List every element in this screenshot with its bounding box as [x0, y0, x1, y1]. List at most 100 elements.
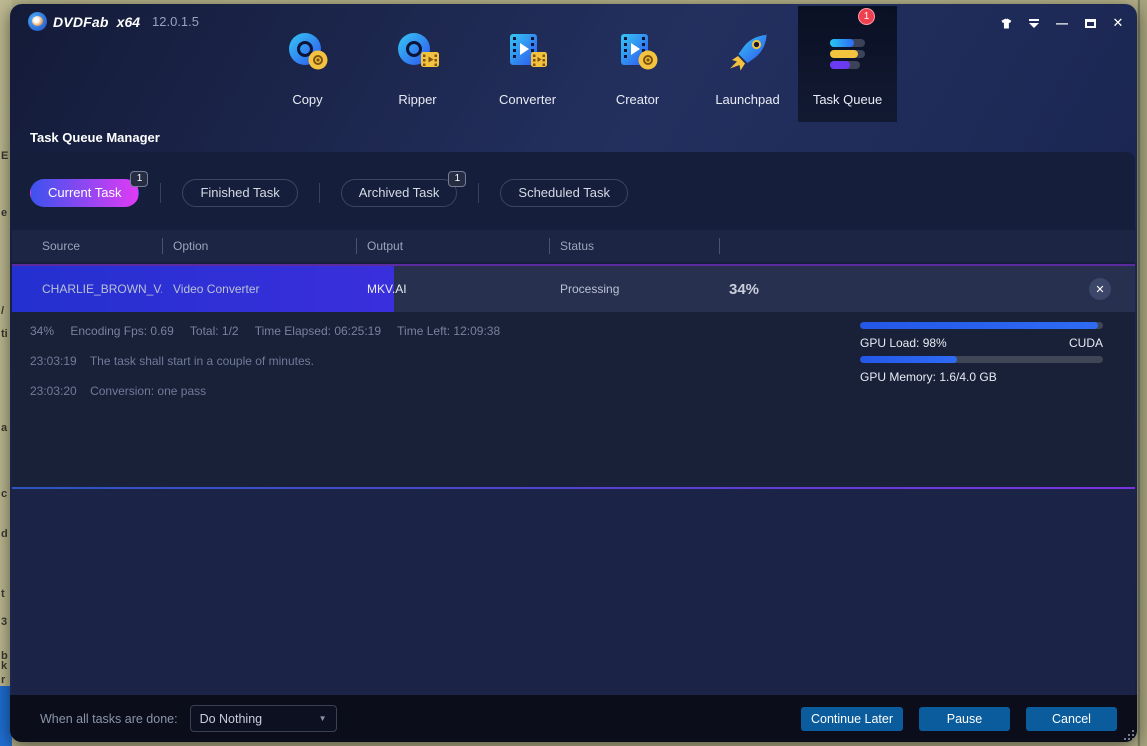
close-icon[interactable]: ✕ — [1112, 15, 1124, 30]
nav-item-task-queue[interactable]: 1 Task Queue — [798, 6, 897, 122]
desktop-fragment: k — [1, 660, 8, 672]
gpu-load-fill — [860, 322, 1099, 329]
desktop-fragment: c — [1, 488, 8, 500]
nav-label: Copy — [292, 92, 323, 107]
tab-count-badge: 1 — [130, 171, 149, 187]
desktop-fragment: r — [1, 674, 6, 686]
log-time: 23:03:19 — [30, 354, 77, 368]
section-divider — [12, 487, 1135, 489]
when-done-dropdown[interactable]: Do Nothing ▼ — [189, 705, 337, 732]
cell-status: Processing — [560, 282, 620, 296]
gpu-memory-fill — [860, 356, 958, 363]
module-nav: Copy Ripper — [10, 4, 1137, 122]
encoding-stats: 34% Encoding Fps: 0.69 Total: 1/2 Time E… — [30, 324, 513, 338]
tab-scheduled-task[interactable]: Scheduled Task — [500, 179, 628, 207]
row-progress-fill — [12, 266, 394, 312]
log-line: 23:03:20 Conversion: one pass — [30, 384, 206, 398]
cell-progress: 34% ✕ — [719, 278, 1135, 300]
log-time: 23:03:20 — [30, 384, 77, 398]
maximize-icon[interactable] — [1083, 16, 1097, 30]
footer-bar: When all tasks are done: Do Nothing ▼ Co… — [10, 695, 1137, 742]
tab-label: Scheduled Task — [518, 185, 610, 200]
tab-current-task[interactable]: Current Task 1 — [30, 171, 149, 207]
when-done-label: When all tasks are done: — [40, 711, 178, 726]
menu-icon[interactable] — [1027, 16, 1041, 30]
table-row[interactable]: CHARLIE_BROWN_V... Video Converter MKV.A… — [12, 264, 1135, 312]
chevron-down-icon: ▼ — [318, 714, 327, 723]
stat-elapsed: Time Elapsed: 06:25:19 — [254, 324, 382, 338]
column-header-option: Option — [162, 230, 356, 262]
nav-label: Ripper — [398, 92, 437, 107]
column-header-output: Output — [356, 230, 549, 262]
table-header: Source Option Output Status — [12, 230, 1135, 262]
gpu-api-label: CUDA — [1068, 336, 1103, 350]
log-message: The task shall start in a couple of minu… — [89, 354, 314, 368]
titlebar: DVDFab x64 12.0.1.5 — ✕ — [10, 4, 1137, 34]
column-header-actions — [719, 230, 1135, 262]
copy-disc-icon — [285, 30, 331, 76]
tab-finished-task[interactable]: Finished Task — [182, 179, 298, 207]
tab-archived-task[interactable]: Archived Task 1 — [340, 171, 467, 207]
window-controls: — ✕ — [999, 15, 1125, 30]
stat-total: Total: 1/2 — [189, 324, 239, 338]
dropdown-selected-value: Do Nothing — [199, 711, 263, 726]
skin-tshirt-icon[interactable] — [999, 16, 1013, 30]
nav-item-launchpad[interactable]: Launchpad — [698, 6, 797, 122]
gpu-memory-bar — [860, 356, 1103, 363]
continue-later-button[interactable]: Continue Later — [800, 706, 903, 731]
desktop-fragment: b — [1, 650, 8, 662]
app-name: DVDFab — [53, 13, 109, 30]
page-title: Task Queue Manager — [30, 130, 160, 145]
nav-item-creator[interactable]: Creator — [588, 6, 687, 122]
creator-film-disc-icon — [615, 30, 661, 76]
task-queue-icon — [825, 30, 871, 76]
stat-percent: 34% — [30, 324, 55, 338]
progress-percent: 34% — [729, 280, 760, 298]
desktop-fragment: a — [1, 422, 8, 434]
nav-item-ripper[interactable]: Ripper — [368, 6, 467, 122]
nav-label: Creator — [615, 92, 660, 107]
desktop-taskbar-chip — [0, 686, 12, 746]
desktop-background-right — [1137, 0, 1147, 746]
stat-time-left: Time Left: 12:09:38 — [397, 324, 501, 338]
tab-count-badge: 1 — [448, 171, 467, 187]
app-version: 12.0.1.5 — [152, 14, 200, 29]
desktop-fragment: ti — [1, 328, 8, 340]
task-tabs: Current Task 1 Finished Task Archived Ta… — [30, 171, 628, 208]
app-arch: x64 — [116, 13, 141, 30]
tab-label: Archived Task — [358, 185, 440, 200]
nav-label: Task Queue — [812, 92, 883, 107]
cell-option: Video Converter — [173, 282, 260, 296]
cell-output: MKV.AI — [367, 282, 407, 296]
cancel-button[interactable]: Cancel — [1026, 706, 1117, 731]
tab-label: Finished Task — [200, 185, 280, 200]
gpu-load-bar — [860, 322, 1103, 329]
task-queue-panel: Current Task 1 Finished Task Archived Ta… — [12, 152, 1135, 695]
tab-separator — [318, 183, 320, 203]
nav-item-copy[interactable]: Copy — [258, 6, 357, 122]
task-queue-count-badge: 1 — [858, 8, 875, 25]
gpu-memory-label: GPU Memory: 1.6/4.0 GB — [860, 370, 997, 384]
column-header-status: Status — [549, 230, 719, 262]
gpu-load-label: GPU Load: 98% — [860, 336, 947, 350]
minimize-icon[interactable]: — — [1056, 16, 1068, 30]
pause-button[interactable]: Pause — [919, 706, 1010, 731]
desktop-window-edge — [1138, 0, 1140, 746]
log-line: 23:03:19 The task shall start in a coupl… — [30, 354, 314, 368]
nav-item-converter[interactable]: Converter — [478, 6, 577, 122]
desktop-fragment: / — [1, 305, 5, 317]
tab-separator — [160, 183, 162, 203]
desktop-fragment: 3 — [1, 616, 8, 628]
dvdfab-logo-icon — [28, 12, 47, 31]
tab-label: Current Task — [48, 185, 122, 200]
desktop-fragment: E — [1, 150, 9, 162]
ripper-disc-film-icon — [395, 30, 441, 76]
app-logo: DVDFab x64 12.0.1.5 — [28, 12, 199, 31]
resize-grip[interactable] — [1124, 730, 1134, 740]
column-header-source: Source — [42, 239, 81, 253]
nav-label: Launchpad — [715, 92, 780, 107]
dvdfab-window: DVDFab x64 12.0.1.5 — ✕ — [10, 4, 1137, 742]
cell-source: CHARLIE_BROWN_V... — [42, 282, 162, 296]
log-message: Conversion: one pass — [90, 384, 207, 398]
remove-task-icon[interactable]: ✕ — [1089, 278, 1111, 300]
